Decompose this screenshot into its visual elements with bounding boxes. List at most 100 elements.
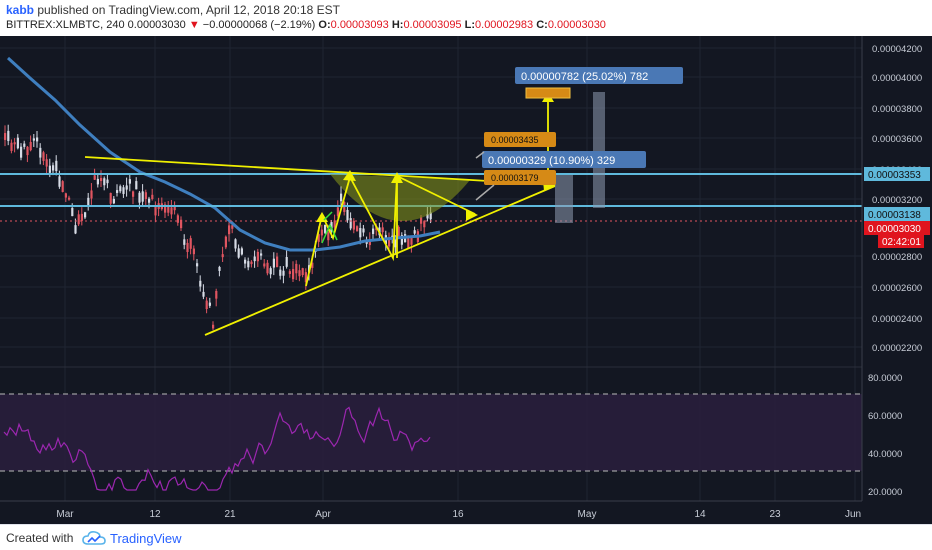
countdown-label: 02:42:01	[882, 237, 921, 248]
candle-body	[148, 198, 151, 203]
candle-body	[263, 263, 266, 267]
small-wave-markers	[321, 211, 338, 244]
candle-body	[266, 262, 269, 274]
time-axis-label: Apr	[315, 509, 331, 520]
candle-body	[20, 146, 23, 158]
moving-average-line	[6, 56, 441, 252]
candle-body	[128, 179, 131, 184]
candle-body	[240, 248, 243, 255]
annotation-big[interactable]: 0.00000782 (25.02%) 782	[515, 67, 683, 84]
price-tag-lower-label: 0.00003138	[868, 210, 921, 221]
time-axis-label: 23	[769, 509, 781, 520]
current-price-label: 0.00003030	[868, 224, 921, 235]
open-label: O:	[318, 19, 331, 31]
publication-header: kabb published on TradingView.com, April…	[0, 0, 932, 36]
candle-body	[368, 239, 371, 246]
candle-body	[381, 227, 384, 233]
candle-body	[359, 228, 362, 238]
candle-body	[132, 191, 135, 197]
projection-label-small: 0.00000329 (10.90%) 329	[488, 155, 615, 167]
candle-body	[333, 220, 336, 228]
candle-body	[279, 269, 282, 276]
candle-body	[192, 248, 195, 255]
candle-body	[256, 251, 259, 262]
target-box-top	[525, 87, 571, 99]
candle-body	[228, 225, 231, 235]
candle-body	[224, 236, 227, 248]
author-link[interactable]: kabb	[6, 3, 35, 17]
candle-body	[141, 191, 144, 202]
price-axis-label: 0.00002800	[872, 252, 922, 263]
publication-line: kabb published on TradingView.com, April…	[6, 3, 340, 17]
price-axis-label: 0.00004000	[872, 73, 922, 84]
candle-body	[208, 302, 211, 306]
candle-body	[138, 192, 141, 203]
annotation-small[interactable]: 0.00000329 (10.90%) 329	[482, 151, 646, 168]
candle-body	[388, 237, 391, 247]
price-axis-label: 0.00003600	[872, 134, 922, 145]
candle-body	[327, 232, 330, 241]
candle-body	[100, 177, 103, 182]
close-label: C:	[536, 19, 548, 31]
time-axis-label: Jun	[845, 509, 861, 520]
candle-body	[340, 193, 343, 202]
time-axis[interactable]	[0, 501, 932, 524]
rsi-pane	[0, 366, 862, 492]
candle-body	[346, 209, 349, 221]
candle-body	[413, 230, 416, 234]
candle-body	[362, 228, 365, 233]
target-high-tag[interactable]: 0.00003435	[484, 132, 556, 147]
candle-body	[68, 197, 71, 200]
label-pointer	[475, 184, 495, 201]
candle-body	[4, 133, 7, 140]
candle-body	[426, 214, 429, 219]
price-axis-label: 0.00002600	[872, 283, 922, 294]
candle-body	[52, 165, 55, 171]
candle-body	[423, 221, 426, 228]
candle-body	[61, 181, 64, 192]
candle-body	[80, 213, 83, 221]
price-tag-upper-label: 0.00003353	[868, 170, 921, 181]
target-low-label: 0.00003179	[491, 173, 539, 183]
target-low-tag[interactable]: 0.00003179	[484, 170, 556, 185]
candle-body	[407, 238, 410, 249]
candle-body	[36, 137, 39, 142]
candle-body	[324, 224, 327, 233]
candle-body	[320, 229, 323, 236]
projection-label-big: 0.00000782 (25.02%) 782	[521, 71, 648, 83]
candle-body	[429, 212, 432, 220]
rsi-axis-label: 40.0000	[868, 449, 902, 460]
candle-body	[311, 262, 314, 268]
candle-body	[74, 225, 77, 234]
candle-body	[215, 290, 218, 299]
high-label: H:	[391, 19, 404, 31]
low-value: 0.00002983	[475, 19, 534, 31]
created-with-text: Created with	[6, 531, 74, 545]
candle-body	[285, 257, 288, 267]
candle-body	[288, 271, 291, 274]
candle-body	[170, 207, 173, 215]
candle-body	[55, 160, 58, 172]
candle-body	[39, 147, 42, 158]
candle-body	[352, 220, 355, 230]
tradingview-cloud-icon	[82, 531, 106, 545]
candle-body	[176, 215, 179, 223]
price-axis-label: 0.00002200	[872, 343, 922, 354]
candle-body	[144, 192, 147, 199]
chart-canvas[interactable]: 0.00000782 (25.02%) 782 0.00000329 (10.9…	[0, 36, 932, 524]
candle-body	[205, 300, 208, 310]
candle-body	[112, 198, 115, 204]
candle-body	[71, 207, 74, 217]
candle-body	[237, 248, 240, 258]
candle-body	[87, 197, 90, 206]
candle-body	[26, 146, 29, 156]
chart-area[interactable]: 0.00000782 (25.02%) 782 0.00000329 (10.9…	[0, 36, 932, 524]
candle-body	[58, 176, 61, 187]
candle-body	[42, 152, 45, 161]
published-text: published on TradingView.com, April 12, …	[34, 3, 340, 17]
tradingview-brand-link[interactable]: TradingView	[110, 531, 182, 546]
publication-footer: Created with TradingView	[0, 524, 932, 550]
price-axis[interactable]	[862, 36, 932, 524]
rsi-line	[3, 406, 431, 492]
time-axis-label: 16	[452, 509, 464, 520]
